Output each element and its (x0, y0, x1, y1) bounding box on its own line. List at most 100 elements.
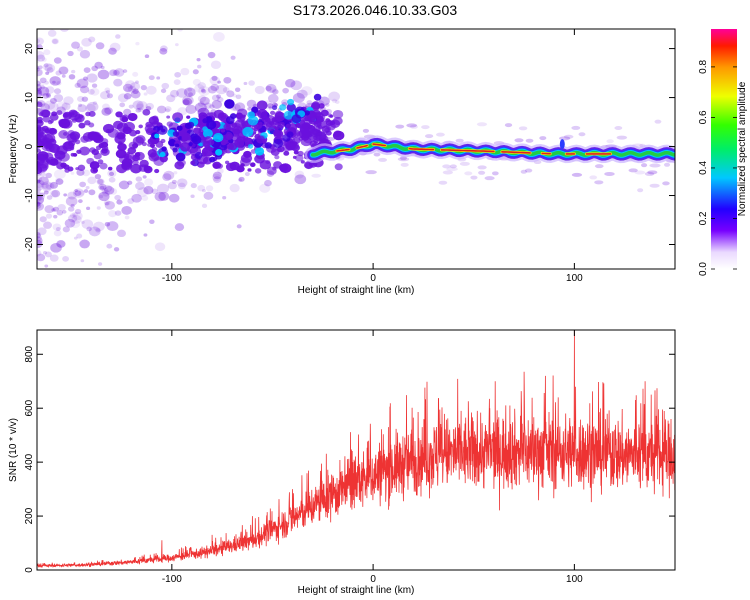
spectrogram-noise-blob (174, 71, 182, 78)
spectrogram-noise-blob (98, 194, 104, 199)
colorbar-tick-label: 0.6 (698, 110, 709, 124)
spectrogram-noise-blob (239, 166, 245, 171)
y-tick-label: 800 (24, 345, 35, 362)
spectrogram-cluster-blob (242, 126, 254, 137)
spectrogram-noise-blob (182, 95, 194, 106)
spectrogram-noise-blob (213, 31, 225, 42)
spectrogram-noise-blob (283, 150, 290, 156)
spectrogram-noise-blob (54, 21, 63, 29)
spectrogram-noise-blob (39, 77, 47, 84)
spectrogram-noise-blob (51, 208, 56, 212)
spectrogram-halo-blob (578, 132, 586, 137)
spectrogram-noise-blob (51, 38, 59, 45)
spectrogram-noise-blob (192, 78, 201, 86)
snr-xlabel: Height of straight line (km) (298, 585, 415, 596)
spectrogram-noise-blob (61, 102, 71, 111)
spectrogram-cluster-blob (311, 101, 321, 110)
spectrogram-noise-blob (127, 180, 133, 185)
spectrogram-noise-blob (204, 102, 212, 109)
spectrogram-noise-blob (53, 169, 66, 180)
spectrogram-cluster-blob (254, 147, 265, 156)
spectrogram-halo-blob (362, 128, 370, 133)
spectrogram-noise-blob (132, 88, 139, 95)
spectrogram-noise-blob (197, 184, 206, 192)
spectrogram-noise-blob (37, 201, 41, 207)
spectrogram-noise-blob (37, 239, 43, 249)
spectrogram-halo-blob (520, 169, 528, 174)
spectrogram-noise-blob (213, 176, 222, 184)
colorbar: 0.8 0.6 0.4 0.2 0.0 Normalized spectral ampl… (698, 29, 748, 276)
spectrogram-noise-blob (121, 205, 133, 215)
spectrogram-ylabel: Frequency (Hz) (8, 115, 19, 184)
spectrogram-noise-blob (127, 85, 137, 93)
spectrogram-noise-blob (154, 242, 166, 252)
spectrogram-noise-blob (127, 112, 138, 122)
spectrogram-cluster-blob (273, 138, 284, 149)
spectrogram-noise-blob (122, 69, 128, 73)
spectrogram-noise-blob (125, 154, 133, 161)
spectrogram-halo-blob (442, 170, 453, 175)
spectrogram-band-core (501, 151, 531, 154)
spectrogram-noise-blob (266, 166, 277, 175)
spectrogram-noise-blob (41, 181, 53, 190)
spectrogram-noise-blob (101, 187, 109, 194)
spectrogram-noise-blob (160, 45, 168, 52)
y-tick-label: -20 (24, 237, 35, 252)
spectrogram-noise-blob (95, 42, 105, 50)
spectrogram-cluster-blob (316, 115, 324, 123)
spectrogram-noise-blob (43, 221, 52, 229)
spectrogram-noise-blob (95, 145, 102, 151)
spectrogram-noise-blob (297, 150, 304, 157)
spectrogram-halo-blob (539, 136, 547, 141)
spectrogram-noise-blob (104, 201, 116, 210)
spectrogram-noise-blob (97, 159, 104, 165)
spectrogram-noise-blob (49, 127, 57, 134)
spectrogram-noise-blob (62, 226, 70, 233)
spectrogram-cluster-blob (273, 129, 281, 137)
spectrogram-noise-blob (124, 86, 133, 94)
spectrogram-noise-blob (205, 185, 214, 192)
spectrogram-noise-blob (41, 57, 47, 62)
spectrogram-noise-blob (98, 191, 110, 202)
spectrogram-noise-blob (43, 154, 48, 158)
spectrogram-noise-blob (203, 191, 214, 200)
spectrogram-cluster-blob (217, 112, 227, 121)
spectrogram-noise-blob (37, 89, 43, 99)
spectrogram-noise-blob (254, 168, 262, 174)
spectrogram-halo-blob (478, 170, 486, 175)
spectrogram-noise-blob (91, 83, 98, 88)
spectrogram-noise-blob (72, 211, 83, 221)
spectrogram-noise-blob (114, 68, 125, 77)
spectrogram-noise-blob (259, 183, 271, 193)
spectrogram-noise-blob (78, 114, 84, 119)
spectrogram-noise-blob (115, 34, 121, 39)
spectrogram-noise-blob (46, 67, 54, 73)
spectrogram-noise-blob (107, 128, 119, 138)
spectrogram-halo-blob (323, 137, 336, 142)
spectrogram-noise-blob (162, 173, 172, 181)
spectrogram-noise-blob (332, 109, 344, 119)
spectrogram-noise-blob (78, 190, 85, 196)
spectrogram-noise-blob (114, 134, 126, 144)
spectrogram-noise-blob (56, 101, 68, 111)
spectrogram-noise-blob (98, 183, 107, 191)
spectrogram-halo-blob (604, 171, 615, 176)
spectrogram-noise-blob (197, 95, 207, 103)
x-tick-label: 0 (370, 273, 376, 284)
spectrogram-noise-blob (118, 180, 130, 190)
spectrogram-noise-blob (82, 76, 88, 81)
spectrogram-noise-blob (37, 80, 41, 87)
spectrogram-noise-blob (37, 107, 42, 114)
spectrogram-noise-blob (235, 94, 242, 100)
spectrogram-noise-blob (135, 80, 139, 84)
spectrogram-noise-blob (292, 141, 298, 146)
spectrogram-noise-blob (49, 181, 59, 189)
spectrogram-cluster-blob (274, 111, 286, 122)
spectrogram-noise-blob (334, 163, 343, 171)
spectrogram-noise-blob (127, 198, 135, 204)
spectrogram-noise-blob (38, 65, 43, 70)
spectrogram-noise-blob (182, 99, 190, 106)
spectrogram-noise-blob (166, 94, 176, 103)
spectrogram-noise-blob (236, 224, 242, 229)
spectrogram-noise-blob (136, 103, 145, 111)
